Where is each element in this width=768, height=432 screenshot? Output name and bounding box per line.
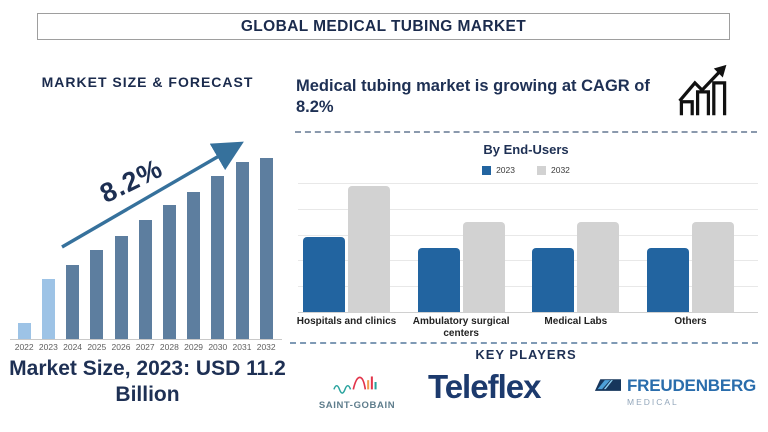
forecast-year-label: 2023 [38, 342, 58, 352]
legend-item: 2023 [482, 165, 515, 175]
gridline [298, 183, 758, 184]
forecast-bar-2022 [17, 322, 31, 339]
endusers-category-label: Medical Labs [544, 316, 608, 327]
endusers-category-label: Hospitals and clinics [296, 316, 397, 327]
forecast-bar-2029 [187, 192, 201, 339]
legend-item: 2032 [537, 165, 570, 175]
endusers-bar-2032 [577, 221, 620, 312]
saint-gobain-logo: SAINT-GOBAIN [298, 370, 416, 411]
forecast-bar-2032 [259, 158, 273, 339]
forecast-year-label: 2025 [87, 342, 107, 352]
endusers-bar-2023 [647, 247, 689, 312]
saint-gobain-icon [333, 376, 377, 394]
endusers-bar-2023 [303, 237, 345, 312]
freudenberg-icon [594, 379, 621, 391]
endusers-category-label: Others [674, 316, 707, 327]
forecast-bar-2027 [138, 219, 152, 339]
saint-gobain-label: SAINT-GOBAIN [318, 400, 396, 411]
forecast-x-labels: 2022 2023 2024 2025 2026 2027 2028 2029 2030 2031… [10, 342, 282, 354]
divider-top [295, 131, 757, 133]
forecast-year-label: 2024 [63, 342, 83, 352]
gridline [298, 234, 758, 236]
forecast-bar-2030 [211, 176, 225, 339]
page-title: GLOBAL MEDICAL TUBING MARKET [240, 17, 527, 35]
forecast-year-label: 2032 [256, 342, 276, 352]
forecast-year-label: 2028 [159, 342, 179, 352]
right-headline: Medical tubing market is growing at CAGR… [296, 77, 650, 117]
endusers-x-labels: Hospitals and clinics Ambulatory surgical… [297, 316, 758, 342]
forecast-year-label: 2029 [184, 342, 204, 352]
forecast-year-label: 2022 [14, 342, 34, 352]
forecast-year-label: 2031 [232, 342, 252, 352]
forecast-bar-2023 [41, 279, 55, 339]
forecast-bar-2026 [114, 235, 128, 339]
endusers-category-label: Ambulatory surgical centers [412, 316, 510, 339]
gridline [298, 286, 758, 288]
freudenberg-label: FREUDENBERG [627, 376, 757, 395]
endusers-bar-2032 [348, 185, 390, 312]
forecast-bar-2028 [162, 205, 176, 339]
freudenberg-logo: FREUDENBERG MEDICAL [594, 376, 756, 407]
market-size-caption: Market Size, 2023: USD 11.2 Billion [9, 357, 286, 407]
forecast-section-title: MARKET SIZE & FORECAST [41, 74, 254, 90]
endusers-title: By End-Users [483, 142, 569, 157]
growth-chart-icon [678, 64, 727, 116]
forecast-year-label: 2026 [111, 342, 131, 352]
forecast-bar-2031 [235, 161, 249, 339]
freudenberg-sublabel: MEDICAL [627, 397, 679, 407]
forecast-year-label: 2027 [135, 342, 155, 352]
endusers-legend: 2023 2032 [295, 165, 757, 175]
endusers-bar-2032 [462, 221, 505, 312]
forecast-bars [10, 139, 282, 340]
teleflex-logo: Teleflex [428, 368, 541, 405]
legend-label: 2023 [496, 165, 515, 175]
keyplayers-title: KEY PLAYERS [475, 347, 577, 362]
divider-bottom [290, 342, 758, 344]
forecast-bar-2024 [66, 264, 80, 339]
endusers-plot [298, 183, 758, 313]
endusers-bar-2023 [417, 247, 460, 312]
legend-label: 2032 [551, 165, 570, 175]
gridline [298, 208, 758, 210]
endusers-bar-2032 [692, 221, 734, 312]
legend-swatch [537, 165, 546, 175]
x-axis-line [298, 312, 758, 313]
endusers-bar-2023 [532, 247, 575, 312]
growth-arrow [61, 141, 244, 249]
forecast-bar-2025 [90, 250, 104, 339]
gridline [298, 260, 758, 262]
forecast-year-label: 2030 [208, 342, 228, 352]
header-box: GLOBAL MEDICAL TUBING MARKET [37, 13, 730, 40]
legend-swatch [482, 165, 492, 175]
